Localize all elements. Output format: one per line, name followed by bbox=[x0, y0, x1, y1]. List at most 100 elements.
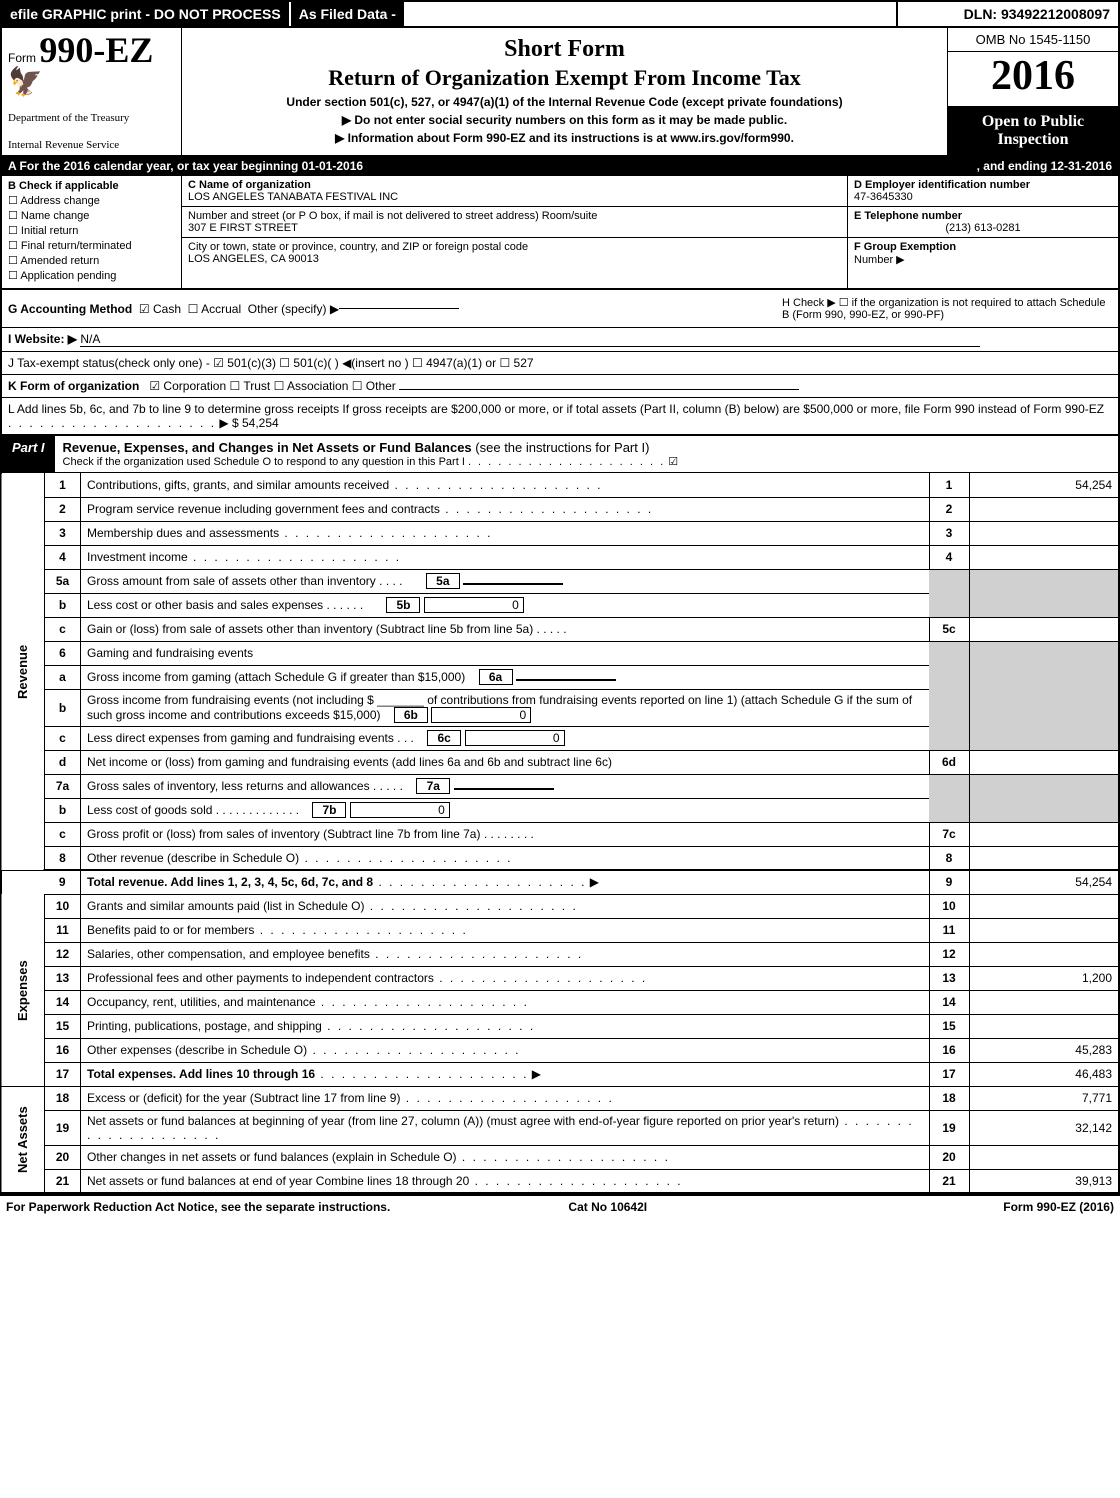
org-street: 307 E FIRST STREET bbox=[188, 222, 841, 234]
ld: Gross income from gaming (attach Schedul… bbox=[87, 670, 465, 684]
dept-treasury: Department of the Treasury bbox=[8, 112, 175, 124]
lv: 45,283 bbox=[969, 1038, 1119, 1062]
omb-number: OMB No 1545-1150 bbox=[948, 28, 1118, 52]
tax-year: 2016 bbox=[948, 52, 1118, 107]
lv: 54,254 bbox=[969, 473, 1119, 497]
dots bbox=[434, 971, 647, 985]
part1-title: Revenue, Expenses, and Changes in Net As… bbox=[63, 440, 472, 455]
ln: c bbox=[45, 822, 81, 846]
dots bbox=[322, 1019, 535, 1033]
ln: 3 bbox=[45, 521, 81, 545]
iv: 0 bbox=[424, 597, 524, 613]
ld: Other changes in net assets or fund bala… bbox=[87, 1150, 457, 1164]
header-right: OMB No 1545-1150 2016 Open to Public Ins… bbox=[948, 28, 1118, 155]
ld: Gross amount from sale of assets other t… bbox=[87, 574, 376, 588]
dots bbox=[457, 1150, 670, 1164]
lv bbox=[969, 1145, 1119, 1169]
lv: 1,200 bbox=[969, 966, 1119, 990]
dln-value: 93492212008097 bbox=[1001, 6, 1110, 22]
dots bbox=[315, 1067, 528, 1081]
section-a-ending: , and ending 12-31-2016 bbox=[977, 159, 1112, 173]
lb: 14 bbox=[929, 990, 969, 1014]
ln: 15 bbox=[45, 1014, 81, 1038]
section-a-bar: A For the 2016 calendar year, or tax yea… bbox=[0, 157, 1120, 176]
lb: 1 bbox=[929, 473, 969, 497]
footer-catno: Cat No 10642I bbox=[568, 1200, 647, 1214]
org-city: LOS ANGELES, CA 90013 bbox=[188, 253, 841, 265]
chk-address-change[interactable]: Address change bbox=[8, 194, 175, 207]
line-20: 20 Other changes in net assets or fund b… bbox=[1, 1145, 1119, 1169]
iv bbox=[516, 679, 616, 681]
chk-initial-return[interactable]: Initial return bbox=[8, 224, 175, 237]
dots bbox=[316, 995, 529, 1009]
main-title: Return of Organization Exempt From Incom… bbox=[192, 65, 937, 91]
lv bbox=[969, 521, 1119, 545]
i-label: I Website: ▶ bbox=[8, 332, 77, 346]
ln: 10 bbox=[45, 894, 81, 918]
c-city-label: City or town, state or province, country… bbox=[188, 241, 841, 253]
ln: 5a bbox=[45, 569, 81, 593]
ld: Total revenue. Add lines 1, 2, 3, 4, 5c,… bbox=[87, 875, 373, 889]
ln: 17 bbox=[45, 1062, 81, 1086]
form-number: 990-EZ bbox=[39, 30, 153, 70]
lv bbox=[969, 497, 1119, 521]
section-a-text: A For the 2016 calendar year, or tax yea… bbox=[8, 159, 363, 173]
line-2: 2 Program service revenue including gove… bbox=[1, 497, 1119, 521]
page-footer: For Paperwork Reduction Act Notice, see … bbox=[0, 1194, 1120, 1218]
ld: Other revenue (describe in Schedule O) bbox=[87, 851, 299, 865]
iv bbox=[454, 788, 554, 790]
line-7c: c Gross profit or (loss) from sales of i… bbox=[1, 822, 1119, 846]
asfiled-spacer bbox=[404, 2, 898, 26]
lv: 7,771 bbox=[969, 1086, 1119, 1110]
form-prefix: Form bbox=[8, 51, 36, 65]
open-public-1: Open to Public bbox=[950, 113, 1116, 131]
lv bbox=[969, 1014, 1119, 1038]
shade bbox=[929, 569, 969, 617]
k-opts: ☑ Corporation ☐ Trust ☐ Association ☐ Ot… bbox=[149, 379, 395, 393]
row-i: I Website: ▶ N/A bbox=[0, 328, 1120, 352]
dots bbox=[370, 947, 583, 961]
side-netassets: Net Assets bbox=[1, 1086, 45, 1193]
ld: Gross profit or (loss) from sales of inv… bbox=[87, 827, 480, 841]
k-other-input[interactable] bbox=[399, 389, 799, 390]
dln-cell: DLN: 93492212008097 bbox=[898, 2, 1118, 26]
ld: Less direct expenses from gaming and fun… bbox=[87, 731, 394, 745]
dots bbox=[400, 1091, 613, 1105]
chk-accrual[interactable]: Accrual bbox=[188, 302, 241, 316]
lv bbox=[969, 918, 1119, 942]
ln: b bbox=[45, 689, 81, 726]
ib: 7a bbox=[416, 778, 450, 794]
ld: Grants and similar amounts paid (list in… bbox=[87, 899, 364, 913]
side-revenue: Revenue bbox=[1, 473, 45, 870]
part1-dots bbox=[468, 456, 665, 468]
top-bar: efile GRAPHIC print - DO NOT PROCESS As … bbox=[0, 0, 1120, 28]
line-11: 11 Benefits paid to or for members 11 bbox=[1, 918, 1119, 942]
line-17: 17 Total expenses. Add lines 10 through … bbox=[1, 1062, 1119, 1086]
f-cell: F Group Exemption Number ▶ bbox=[848, 238, 1118, 269]
part1-chk[interactable]: ☑ bbox=[668, 456, 678, 468]
lv bbox=[969, 750, 1119, 774]
ln: b bbox=[45, 798, 81, 822]
lv: 46,483 bbox=[969, 1062, 1119, 1086]
ld: Printing, publications, postage, and shi… bbox=[87, 1019, 322, 1033]
line-13: 13 Professional fees and other payments … bbox=[1, 966, 1119, 990]
ln: 4 bbox=[45, 545, 81, 569]
lv bbox=[969, 894, 1119, 918]
j-text: J Tax-exempt status(check only one) - ☑ … bbox=[8, 356, 534, 370]
ib: 5b bbox=[386, 597, 420, 613]
shade-amt bbox=[969, 641, 1119, 750]
chk-application-pending[interactable]: Application pending bbox=[8, 269, 175, 282]
chk-amended-return[interactable]: Amended return bbox=[8, 254, 175, 267]
lb: 15 bbox=[929, 1014, 969, 1038]
line-8: 8 Other revenue (describe in Schedule O)… bbox=[1, 846, 1119, 870]
dots bbox=[389, 478, 602, 492]
chk-cash[interactable]: Cash bbox=[139, 302, 181, 316]
g-other-input[interactable] bbox=[339, 308, 459, 309]
ln: 13 bbox=[45, 966, 81, 990]
chk-final-return[interactable]: Final return/terminated bbox=[8, 239, 175, 252]
iv: 0 bbox=[350, 802, 450, 818]
chk-name-change[interactable]: Name change bbox=[8, 209, 175, 222]
ln: d bbox=[45, 750, 81, 774]
dots bbox=[254, 923, 467, 937]
lv bbox=[969, 822, 1119, 846]
